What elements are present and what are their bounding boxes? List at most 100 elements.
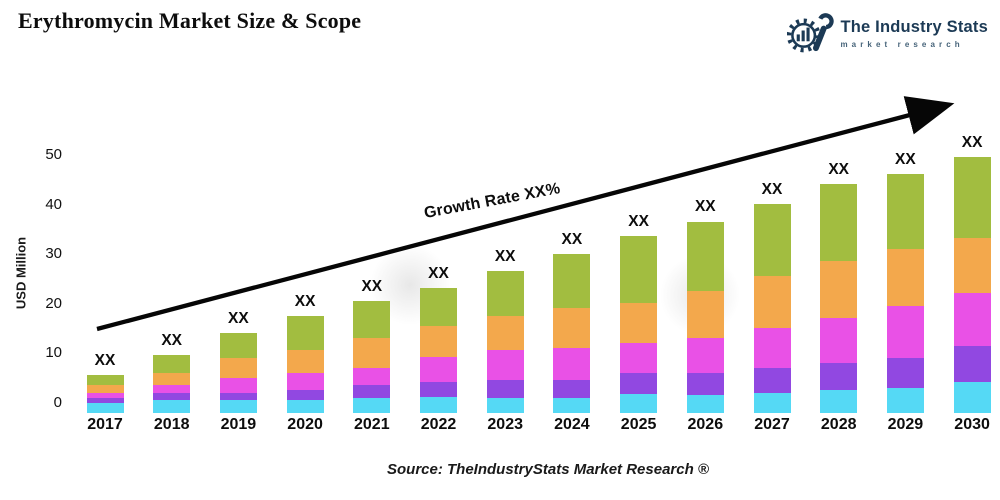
bar-segment-segment-1-bottom <box>820 390 858 413</box>
brand-name: The Industry Stats <box>840 18 988 36</box>
bar-segment-segment-1-bottom <box>753 392 791 413</box>
bar-segment-segment-4 <box>86 385 124 393</box>
bar-segment-segment-2 <box>820 362 858 391</box>
bar-value-label: XX <box>361 277 383 295</box>
x-tick-label: 2025 <box>620 416 657 433</box>
bar-2023 <box>486 271 524 413</box>
bar-segment-segment-3 <box>820 318 858 363</box>
bar-2026 <box>686 221 724 413</box>
bar-segment-segment-3 <box>486 350 524 381</box>
bar-segment-segment-1-bottom <box>86 402 124 413</box>
bar-2020 <box>286 315 324 413</box>
y-tick-label: 30 <box>45 245 62 263</box>
bar-value-label: XX <box>161 332 183 350</box>
bar-segment-segment-5-top <box>86 375 124 386</box>
bar-segment-segment-1-bottom <box>953 382 991 413</box>
bar-segment-segment-2 <box>620 372 658 394</box>
bar-2022 <box>420 288 457 413</box>
bar-value-label: XX <box>494 248 516 266</box>
x-tick-label: 2022 <box>420 416 457 433</box>
growth-rate-label: Growth Rate XX% <box>422 180 562 223</box>
x-tick-label: 2027 <box>754 416 790 433</box>
bar-value-label: XX <box>428 265 449 283</box>
bar-segment-segment-5-top <box>286 315 324 351</box>
bar-segment-segment-3 <box>153 385 191 393</box>
bar-segment-segment-4 <box>686 290 724 339</box>
bar-segment-segment-3 <box>86 392 124 398</box>
bar-segment-segment-3 <box>753 328 791 368</box>
x-tick-label: 2017 <box>87 416 123 433</box>
bar-segment-segment-5-top <box>420 288 457 326</box>
brand-logo: The Industry Stats market research <box>787 8 988 59</box>
bar-value-label: XX <box>895 151 916 169</box>
bar-segment-segment-1-bottom <box>686 395 724 413</box>
bar-segment-segment-2 <box>286 390 324 401</box>
bar-segment-segment-5-top <box>486 271 524 316</box>
bar-value-label: XX <box>761 181 783 199</box>
x-tick-label: 2023 <box>487 416 523 433</box>
bar-segment-segment-5-top <box>553 253 591 309</box>
bar-2027 <box>753 204 791 413</box>
bar-segment-segment-4 <box>953 237 991 294</box>
bar-2028 <box>820 184 858 413</box>
bar-segment-segment-1-bottom <box>420 396 457 413</box>
bar-segment-segment-1-bottom <box>553 397 591 413</box>
bar-segment-segment-2 <box>486 380 524 398</box>
brand-tagline: market research <box>840 40 964 49</box>
bar-segment-segment-2 <box>420 381 457 397</box>
y-tick-label: 20 <box>45 294 62 312</box>
page-title: Erythromycin Market Size & Scope <box>18 8 362 33</box>
bar-segment-segment-1-bottom <box>353 397 391 413</box>
bar-segment-segment-3 <box>953 293 991 347</box>
x-tick-label: 2026 <box>687 416 724 433</box>
bar-segment-segment-3 <box>686 338 724 373</box>
bar-2021 <box>353 300 391 413</box>
bar-value-label: XX <box>694 198 716 216</box>
bar-segment-segment-3 <box>420 356 457 382</box>
bar-segment-segment-5-top <box>886 174 924 249</box>
bar-segment-segment-2 <box>219 392 257 401</box>
y-tick-label: 40 <box>45 195 62 213</box>
y-tick-label: 0 <box>53 394 62 411</box>
bar-segment-segment-1-bottom <box>886 387 924 413</box>
bar-segment-segment-2 <box>953 346 991 383</box>
bar-value-label: XX <box>828 161 850 179</box>
bar-segment-segment-2 <box>86 397 124 403</box>
bar-segment-segment-5-top <box>219 333 257 358</box>
bar-2018 <box>153 355 191 413</box>
bar-segment-segment-4 <box>420 325 457 357</box>
bar-segment-segment-1-bottom <box>286 400 324 413</box>
source-attribution: Source: TheIndustryStats Market Research… <box>387 461 709 478</box>
bar-segment-segment-3 <box>886 305 924 358</box>
bar-segment-segment-4 <box>486 315 524 351</box>
bar-2025 <box>620 236 658 413</box>
bar-segment-segment-5-top <box>620 236 658 304</box>
bar-segment-segment-5-top <box>753 204 791 277</box>
bar-segment-segment-1-bottom <box>219 400 257 413</box>
bar-2017 <box>86 375 124 413</box>
bar-segment-segment-4 <box>353 338 391 368</box>
x-tick-label: 2029 <box>887 416 924 433</box>
bar-segment-segment-2 <box>886 357 924 388</box>
y-tick-label: 50 <box>45 146 62 163</box>
bar-segment-segment-4 <box>553 308 591 348</box>
bar-value-label: XX <box>961 134 983 151</box>
bar-segment-segment-5-top <box>686 221 724 291</box>
x-tick-label: 2018 <box>153 416 190 433</box>
bar-2029 <box>886 174 924 413</box>
bar-segment-segment-4 <box>620 303 658 344</box>
bar-segment-segment-4 <box>886 248 924 306</box>
bar-segment-segment-3 <box>353 367 391 386</box>
y-tick-label: 10 <box>45 344 62 362</box>
bar-segment-segment-2 <box>753 367 791 393</box>
x-tick-label: 2024 <box>554 416 590 433</box>
bar-segment-segment-5-top <box>153 355 191 373</box>
bar-segment-segment-3 <box>553 347 591 381</box>
bar-segment-segment-1-bottom <box>620 393 658 413</box>
gear-wrench-chart-icon <box>787 8 835 59</box>
bar-value-label: XX <box>294 292 316 310</box>
bar-segment-segment-2 <box>553 380 591 398</box>
bar-segment-segment-4 <box>753 276 791 329</box>
bar-segment-segment-4 <box>286 350 324 373</box>
